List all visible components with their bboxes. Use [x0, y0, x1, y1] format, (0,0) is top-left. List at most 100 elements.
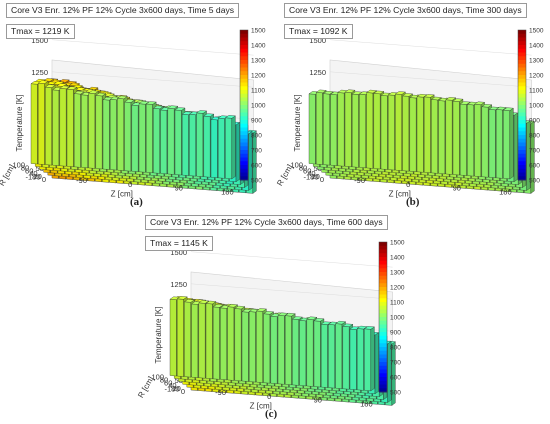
chart-b-colorbar-tick: 1300 — [529, 58, 544, 65]
colorbar-segment — [518, 157, 526, 162]
colorbar-segment — [379, 302, 387, 307]
chart-a-colorbar — [239, 29, 249, 181]
colorbar-segment — [518, 90, 526, 95]
chart-b-ytick-label: 0 — [320, 175, 324, 184]
colorbar-segment — [518, 127, 526, 132]
colorbar-segment — [379, 272, 387, 277]
chart-b-xtick-label: 180 — [499, 187, 512, 196]
chart-c-colorbar-tick: 1300 — [390, 270, 405, 277]
chart-a-colorbar-tick: 1500 — [251, 28, 266, 35]
colorbar-segment — [379, 279, 387, 284]
colorbar-segment — [240, 67, 248, 72]
colorbar-segment — [240, 33, 248, 38]
colorbar-segment — [379, 380, 387, 385]
colorbar-segment — [518, 63, 526, 68]
colorbar-segment — [379, 298, 387, 303]
colorbar-segment — [518, 112, 526, 117]
colorbar-segment — [518, 153, 526, 158]
colorbar-segment — [240, 142, 248, 147]
colorbar-segment — [240, 161, 248, 166]
chart-b-colorbar — [517, 29, 527, 181]
colorbar-segment — [379, 365, 387, 370]
chart-a-xtick-label: -180 — [25, 173, 40, 182]
chart-c-ytick-label: 80 — [160, 375, 168, 384]
colorbar-segment — [379, 332, 387, 337]
colorbar-segment — [240, 153, 248, 158]
chart-b-colorbar-tick: 700 — [529, 148, 540, 155]
colorbar-segment — [518, 116, 526, 121]
colorbar-segment — [518, 30, 526, 35]
chart-a-ytick-label: 0 — [42, 175, 46, 184]
chart-c-xtick-label: -90 — [215, 388, 226, 397]
colorbar-segment — [379, 328, 387, 333]
colorbar-segment — [518, 93, 526, 98]
colorbar-segment — [240, 120, 248, 125]
colorbar-segment — [240, 138, 248, 143]
chart-c-zlabel: Temperature [K] — [154, 307, 163, 364]
colorbar-segment — [379, 350, 387, 355]
colorbar-segment — [240, 112, 248, 117]
chart-b-ztick-label: 1500 — [309, 36, 326, 45]
chart-c-ylabel: R [cm] — [136, 375, 155, 400]
chart-b-ytick-label: 40 — [307, 169, 315, 178]
chart-a-zgrid — [51, 39, 254, 56]
colorbar-segment — [379, 305, 387, 310]
colorbar-segment — [240, 135, 248, 140]
colorbar-segment — [518, 56, 526, 61]
colorbar-segment — [518, 41, 526, 46]
chart-a-colorbar-tick: 700 — [251, 148, 262, 155]
chart-b-zgrid — [329, 39, 532, 56]
chart-a-xtick-label: -90 — [76, 176, 87, 185]
chart-c-colorbar-tick: 900 — [390, 330, 401, 337]
chart-b-tmax: Tmax = 1092 K — [284, 24, 353, 39]
colorbar-segment — [379, 257, 387, 262]
colorbar-segment — [518, 48, 526, 53]
chart-c-colorbar-tick: 1200 — [390, 285, 405, 292]
colorbar-segment — [240, 90, 248, 95]
colorbar-segment — [240, 176, 248, 181]
colorbar-segment — [379, 343, 387, 348]
chart-a-panel-label: (a) — [130, 196, 143, 208]
chart-b-colorbar-tick: 500 — [529, 178, 540, 185]
chart-b-ztick-label: 1250 — [309, 68, 326, 77]
colorbar-segment — [379, 388, 387, 393]
chart-c-ytick-label: 0 — [181, 387, 185, 396]
colorbar-segment — [240, 105, 248, 110]
chart-a-ytick-label: 40 — [29, 169, 37, 178]
colorbar-segment — [518, 146, 526, 151]
colorbar-segment — [379, 369, 387, 374]
colorbar-segment — [240, 150, 248, 155]
colorbar-segment — [518, 120, 526, 125]
colorbar-segment — [240, 63, 248, 68]
colorbar-segment — [240, 116, 248, 121]
chart-a-zgrid — [51, 71, 254, 88]
colorbar-segment — [518, 86, 526, 91]
colorbar-segment — [518, 105, 526, 110]
chart-c-xtick-label: 90 — [314, 396, 322, 405]
colorbar-segment — [240, 146, 248, 151]
chart-c-colorbar-tick: 1100 — [390, 300, 404, 307]
colorbar-segment — [518, 172, 526, 177]
colorbar-segment — [518, 150, 526, 155]
chart-b-xtick-label: 0 — [406, 180, 410, 189]
chart-a-xtick-label: 180 — [221, 187, 234, 196]
colorbar-segment — [518, 71, 526, 76]
colorbar-segment — [379, 294, 387, 299]
chart-b-xtick-label: 90 — [453, 184, 461, 193]
colorbar-segment — [379, 290, 387, 295]
chart-panel-b: 500750100012501500Temperature [K]-180-90… — [275, 0, 550, 208]
chart-b-ytick-label: 60 — [303, 166, 311, 175]
chart-b-colorbar-tick: 1500 — [529, 28, 544, 35]
colorbar-segment — [518, 60, 526, 65]
colorbar-segment — [379, 354, 387, 359]
colorbar-segment — [240, 56, 248, 61]
chart-c-tmax: Tmax = 1145 K — [145, 236, 213, 251]
chart-a-xlabel: Z [cm] — [111, 189, 133, 198]
chart-a-colorbar-tick: 1400 — [251, 43, 266, 50]
chart-b-colorbar-tick: 600 — [529, 163, 540, 170]
chart-a-ytick-label: 100 — [12, 161, 25, 170]
colorbar-segment — [379, 242, 387, 247]
colorbar-segment — [518, 101, 526, 106]
chart-c-xtick-label: -180 — [164, 385, 179, 394]
chart-c-colorbar-tick: 500 — [390, 390, 401, 397]
